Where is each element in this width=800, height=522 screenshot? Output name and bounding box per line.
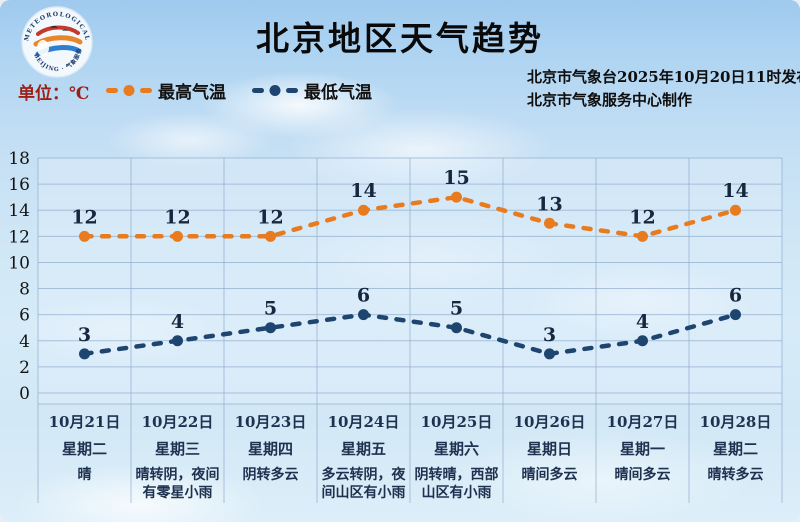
data-point-value-label: 3 [543, 324, 556, 346]
data-point-value-label: 6 [357, 285, 370, 307]
data-point-value-label: 12 [164, 206, 190, 228]
data-point-value-label: 14 [722, 180, 748, 202]
series-line-low [82, 312, 738, 357]
data-point-value-label: 4 [171, 311, 184, 333]
data-point-value-label: 3 [78, 324, 91, 346]
logo-dove-shape [37, 40, 49, 56]
legend-item-low-temp: 最低气温 [252, 78, 372, 103]
legend-label-low-temp: 最低气温 [304, 83, 372, 103]
y-tick-label: 14 [8, 201, 30, 221]
y-tick-label: 4 [19, 332, 30, 352]
y-tick-label: 2 [19, 358, 30, 378]
data-point-marker [637, 335, 648, 347]
data-point-marker [637, 230, 648, 242]
y-tick-label: 8 [19, 280, 30, 300]
data-point-marker [730, 204, 741, 216]
logo-circle [22, 7, 92, 77]
data-point-marker [451, 191, 462, 203]
data-point-value-label: 12 [629, 206, 655, 228]
y-tick-label: 0 [19, 384, 30, 404]
data-point-value-label: 14 [350, 180, 376, 202]
data-point-value-label: 15 [443, 167, 469, 189]
data-point-marker [172, 335, 183, 347]
high-temp-dashed-line-icon [106, 85, 152, 96]
data-point-marker [79, 230, 90, 242]
issuer-info: 北京市气象台2025年10月20日11时发布 北京市气象服务中心制作 [527, 66, 800, 112]
data-point-value-label: 5 [450, 298, 463, 320]
legend-label-high-temp: 最高气温 [158, 83, 226, 103]
unit-label: 单位：℃ [18, 84, 90, 104]
data-point-marker [730, 309, 741, 321]
chart-legend: 最高气温 最低气温 [106, 78, 372, 103]
y-tick-label: 6 [19, 306, 30, 326]
low-temp-dashed-line-icon [252, 85, 298, 96]
data-point-marker [265, 322, 276, 334]
data-point-marker [172, 230, 183, 242]
data-point-value-label: 12 [71, 206, 97, 228]
logo-bird-icon [50, 26, 58, 28]
y-tick-label: 16 [8, 175, 30, 195]
y-tick-label: 10 [8, 253, 30, 273]
data-point-marker [544, 348, 555, 360]
data-point-marker [358, 204, 369, 216]
data-point-value-label: 4 [636, 311, 649, 333]
page-title: 北京地区天气趋势 [256, 19, 544, 58]
data-point-value-label: 5 [264, 298, 277, 320]
y-tick-label: 18 [8, 149, 30, 169]
series-line-high [82, 194, 738, 239]
data-point-value-label: 13 [536, 193, 562, 215]
issuer-line-2: 北京市气象服务中心制作 [527, 91, 693, 109]
data-point-value-label: 6 [729, 285, 742, 307]
data-point-marker [544, 217, 555, 229]
issuer-line-1: 北京市气象台2025年10月20日11时发布 [527, 68, 800, 86]
y-tick-label: 12 [8, 227, 30, 247]
legend-item-high-temp: 最高气温 [106, 78, 226, 103]
data-point-marker [358, 309, 369, 321]
meteorological-service-logo-icon: METEOROLOGICAL SERVICE BEIJING · 气象服务 [20, 5, 93, 78]
logo-red-swoosh [36, 25, 80, 36]
data-point-marker [265, 230, 276, 242]
data-point-marker [451, 322, 462, 334]
data-point-value-label: 12 [257, 206, 283, 228]
data-point-marker [79, 348, 90, 360]
logo-bird-icon [62, 29, 68, 31]
